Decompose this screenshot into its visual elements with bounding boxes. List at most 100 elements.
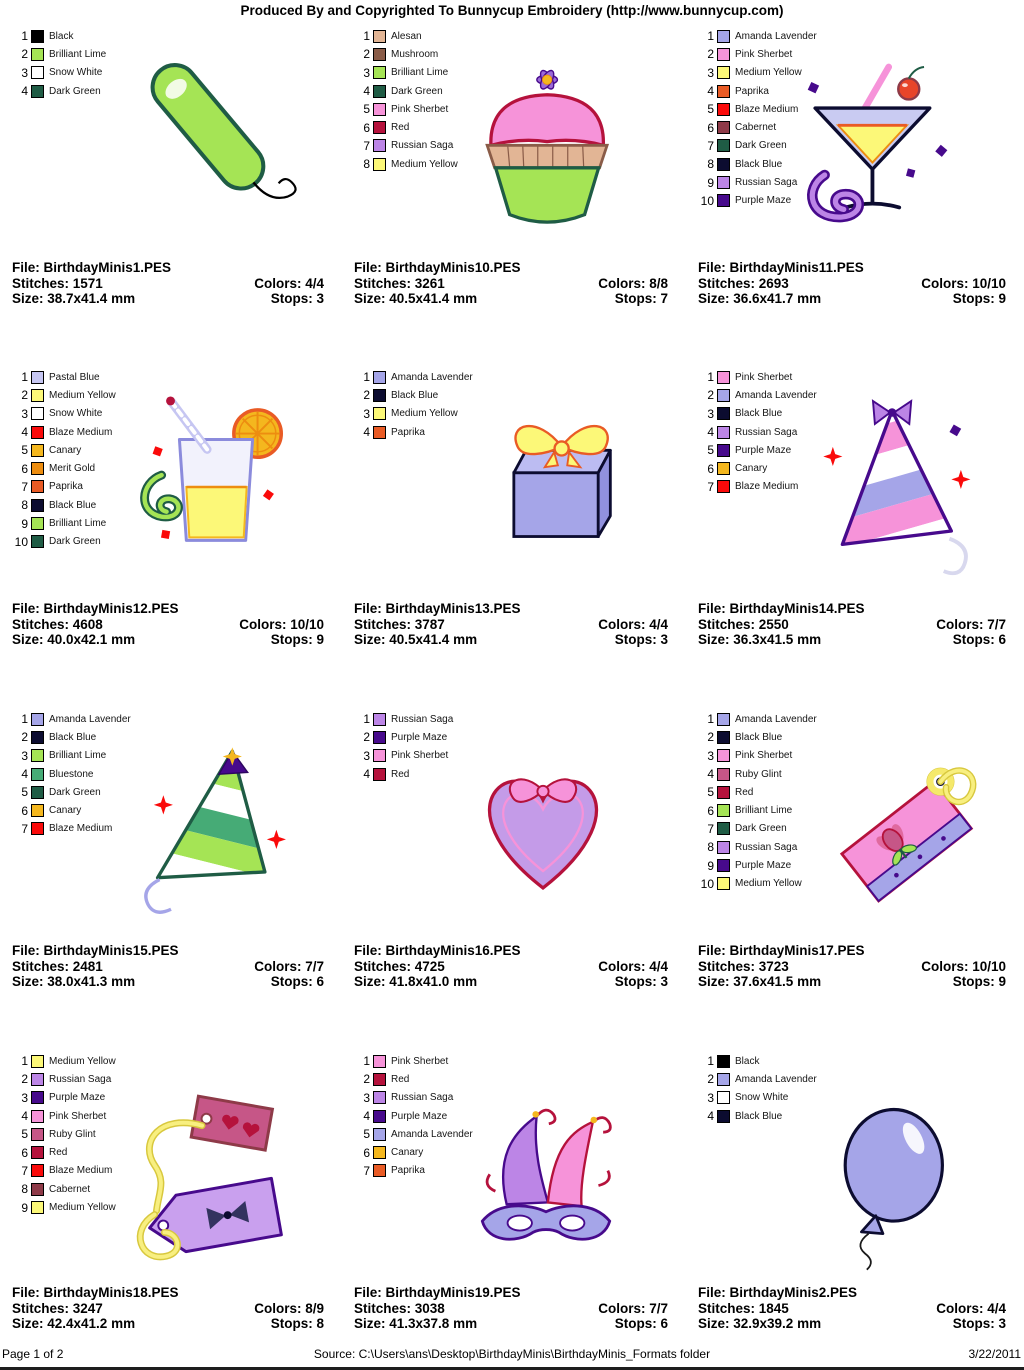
thread-swatch <box>31 370 44 384</box>
thread-color-item: 2 Purple Maze <box>354 728 686 746</box>
thread-color-item: 4 Purple Maze <box>354 1107 686 1125</box>
thread-swatch <box>373 139 386 153</box>
stops-count: Stops: 3 <box>614 632 668 648</box>
thread-color-item: 1 Amanda Lavender <box>698 710 1024 728</box>
thread-number: 1 <box>707 29 714 44</box>
stitch-count: Stitches: 1845 <box>698 1300 789 1316</box>
thread-color-item: 8 Black Blue <box>12 496 342 514</box>
design-thumbnail-party-popper <box>122 51 304 243</box>
colors-count: Colors: 7/7 <box>254 958 324 974</box>
thread-swatch <box>717 370 730 384</box>
thread-color-item: 4 Dark Green <box>354 82 686 100</box>
thread-color-item: 2 Amanda Lavender <box>698 386 1024 404</box>
thread-color-item: 3 Snow White <box>12 405 342 423</box>
thread-color-item: 3 Black Blue <box>698 405 1024 423</box>
colors-count: Colors: 8/8 <box>598 275 668 291</box>
thread-number: 3 <box>363 65 370 80</box>
thread-number: 3 <box>363 748 370 763</box>
thread-swatch <box>31 1109 44 1123</box>
thread-name: Blaze Medium <box>735 481 799 493</box>
thread-color-item: 5 Red <box>698 783 1024 801</box>
thread-name: Medium Yellow <box>49 1202 116 1214</box>
thread-color-item: 4 Paprika <box>698 82 1024 100</box>
thread-number: 2 <box>707 1072 714 1087</box>
thread-swatch <box>31 498 44 512</box>
thread-color-item: 3 Medium Yellow <box>698 64 1024 82</box>
thread-color-item: 1 Pastal Blue <box>12 368 342 386</box>
thread-swatch <box>373 1091 386 1105</box>
thread-color-list: 1 Black 2 Brilliant Lime 3 Snow White 4 Dark Gr… <box>12 27 342 100</box>
thread-swatch <box>717 767 730 781</box>
design-card: 1 Amanda Lavender 2 Black Blue 3 Pink Sherbet… <box>686 708 1024 1050</box>
stitch-count: Stitches: 3247 <box>12 1300 103 1316</box>
thread-number: 2 <box>707 388 714 403</box>
design-size: Size: 32.9x39.2 mm <box>698 1316 822 1332</box>
thread-name: Black Blue <box>735 408 783 420</box>
thread-name: Dark Green <box>391 85 443 97</box>
thread-swatch <box>717 157 730 171</box>
thread-color-item: 2 Red <box>354 1070 686 1088</box>
thread-swatch <box>717 194 730 208</box>
thread-number: 4 <box>707 767 714 782</box>
thread-number: 3 <box>363 1090 370 1105</box>
thread-name: Purple Maze <box>735 860 792 872</box>
colors-count: Colors: 4/4 <box>598 616 668 632</box>
thread-swatch <box>373 102 386 116</box>
thread-color-list: 1 Amanda Lavender 2 Black Blue 3 Pink Sherbet… <box>698 710 1024 893</box>
colors-count: Colors: 4/4 <box>936 1300 1006 1316</box>
thread-name: Canary <box>391 1147 424 1159</box>
thread-name: Purple Maze <box>391 731 448 743</box>
thread-color-item: 6 Cabernet <box>698 118 1024 136</box>
thread-color-item: 1 Black <box>698 1052 1024 1070</box>
thread-name: Cabernet <box>49 1183 91 1195</box>
thread-color-item: 2 Pink Sherbet <box>698 45 1024 63</box>
thread-swatch <box>373 1164 386 1178</box>
thread-name: Red <box>735 786 754 798</box>
thread-color-item: 3 Russian Saga <box>354 1089 686 1107</box>
thread-number: 1 <box>707 370 714 385</box>
thread-swatch <box>31 29 44 43</box>
thread-name: Blaze Medium <box>49 823 113 835</box>
thread-color-item: 5 Canary <box>12 441 342 459</box>
thread-swatch <box>31 730 44 744</box>
thread-name: Alesan <box>391 30 422 42</box>
design-size: Size: 38.0x41.3 mm <box>12 974 136 990</box>
thread-color-item: 6 Canary <box>354 1143 686 1161</box>
design-thumbnail-balloon <box>811 1083 973 1271</box>
thread-color-item: 8 Black Blue <box>698 155 1024 173</box>
thread-name: Ruby Glint <box>49 1128 96 1140</box>
thread-color-item: 4 Russian Saga <box>698 423 1024 441</box>
design-thumbnail-party-hat-green <box>128 734 306 916</box>
thread-color-item: 7 Russian Saga <box>354 137 686 155</box>
thread-color-list: 1 Alesan 2 Mushroom 3 Brilliant Lime 4 Dark Gre… <box>354 27 686 173</box>
thread-name: Russian Saga <box>735 426 798 438</box>
thread-number: 1 <box>363 1054 370 1069</box>
thread-name: Brilliant Lime <box>49 518 107 530</box>
thread-name: Russian Saga <box>391 713 454 725</box>
design-card: 1 Pink Sherbet 2 Amanda Lavender 3 Black Blue… <box>686 366 1024 708</box>
thread-name: Red <box>391 768 410 780</box>
thread-color-item: 7 Paprika <box>354 1162 686 1180</box>
thread-color-item: 5 Amanda Lavender <box>354 1125 686 1143</box>
thread-color-item: 7 Blaze Medium <box>12 1162 342 1180</box>
thread-swatch <box>373 388 386 402</box>
thread-name: Black Blue <box>735 158 783 170</box>
thread-number: 3 <box>707 406 714 421</box>
design-card: 1 Amanda Lavender 2 Black Blue 3 Medium Yello… <box>342 366 686 708</box>
thread-swatch <box>717 1109 730 1123</box>
thread-name: Red <box>49 1147 68 1159</box>
thread-name: Pink Sherbet <box>735 48 793 60</box>
thread-name: Red <box>391 1073 410 1085</box>
thread-color-item: 1 Amanda Lavender <box>12 710 342 728</box>
thread-color-item: 3 Brilliant Lime <box>354 64 686 82</box>
design-info: File: BirthdayMinis17.PES Stitches: 3723… <box>698 943 1006 990</box>
thread-color-item: 10 Purple Maze <box>698 192 1024 210</box>
design-thumbnail-flower-gift-tag <box>821 734 989 932</box>
design-info: File: BirthdayMinis12.PES Stitches: 4608… <box>12 601 324 648</box>
colors-count: Colors: 10/10 <box>921 275 1006 291</box>
thread-name: Russian Saga <box>49 1073 112 1085</box>
file-name: File: BirthdayMinis10.PES <box>354 260 521 275</box>
thread-number: 2 <box>707 730 714 745</box>
thread-swatch <box>31 1182 44 1196</box>
thread-color-item: 6 Canary <box>12 801 342 819</box>
